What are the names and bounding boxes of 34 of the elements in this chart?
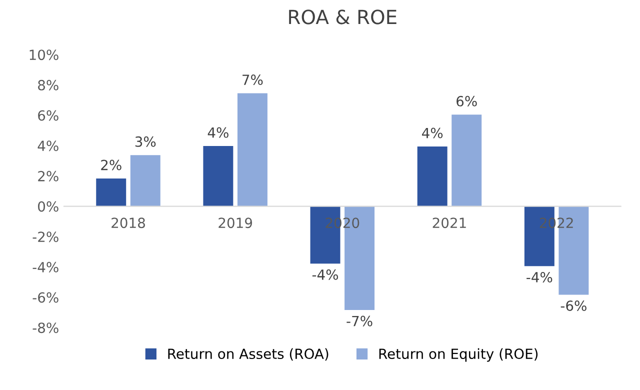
y-tick-label: 4% (38, 140, 58, 152)
bar (452, 114, 482, 206)
data-label: 2% (101, 160, 122, 170)
legend-label: Return on Equity (ROE) (379, 348, 538, 362)
data-label: 4% (208, 127, 228, 138)
x-tick-label: 2019 (218, 218, 252, 228)
data-label: -4% (526, 272, 552, 282)
data-label: -4% (312, 269, 338, 280)
y-tick-label: -6% (32, 292, 58, 303)
y-tick-label: 8% (38, 80, 58, 90)
bar (417, 146, 448, 206)
data-label: 7% (242, 74, 263, 86)
y-tick-label: -4% (32, 262, 58, 272)
data-label: -6% (560, 300, 586, 311)
bar (130, 155, 160, 206)
y-tick-label: -8% (32, 322, 58, 334)
chart-title: ROA & ROE (289, 10, 396, 24)
y-tick-label: 10% (30, 50, 58, 60)
y-tick-label: 6% (38, 110, 58, 121)
y-tick-label: -2% (32, 232, 58, 242)
y-tick-label: 2% (38, 170, 58, 182)
data-label: 6% (456, 96, 477, 106)
bar (203, 146, 234, 206)
bar (237, 93, 268, 206)
legend-label: Return on Assets (ROA) (168, 348, 328, 361)
bar (96, 178, 126, 206)
x-tick-label: 2022 (540, 218, 573, 228)
data-label: 4% (422, 128, 443, 138)
x-tick-label: 2020 (326, 218, 360, 228)
x-tick-label: 2018 (112, 218, 145, 228)
y-tick-label: 0% (38, 201, 58, 212)
data-label: -7% (346, 316, 372, 326)
data-label: 3% (135, 136, 156, 147)
x-tick-label: 2021 (432, 218, 466, 228)
